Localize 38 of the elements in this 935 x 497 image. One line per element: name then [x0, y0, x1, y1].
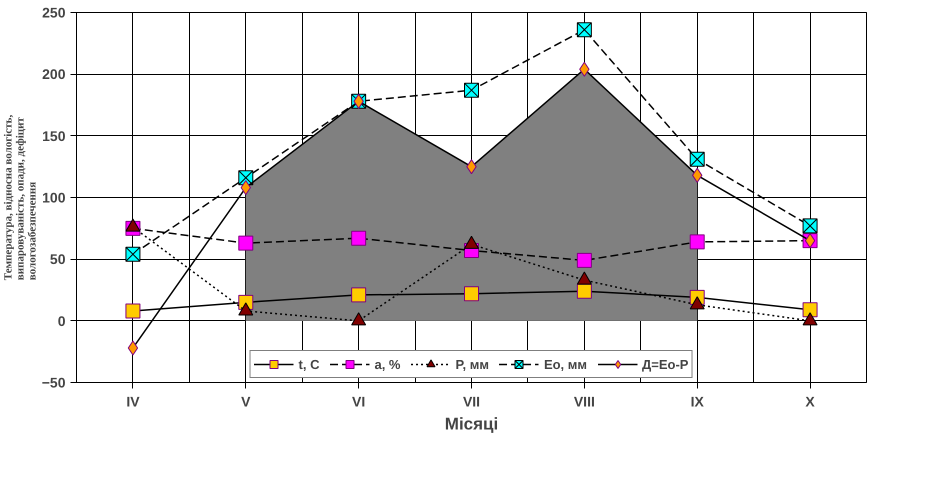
point: [128, 340, 138, 356]
point: [579, 62, 590, 77]
point: [690, 234, 705, 250]
legend-label: Eo, мм: [544, 356, 588, 372]
point: [238, 236, 254, 251]
y-axis-title: Температура, відносна вологість, випаровуваність, опади, дефіцит вологозабезпечення: [2, 114, 38, 280]
point: [464, 286, 479, 302]
x-tick-label: IX: [690, 394, 704, 410]
legend-label: a, %: [374, 356, 400, 372]
point: [125, 246, 140, 262]
legend-label: P, мм: [455, 356, 489, 372]
point: [690, 152, 705, 167]
y-tick-label: 0: [58, 312, 66, 329]
point: [351, 287, 366, 302]
y-tick-label: 200: [42, 66, 66, 82]
legend-label: t, C: [298, 356, 320, 372]
point: [351, 230, 366, 246]
point: [466, 159, 477, 174]
x-tick-label: V: [241, 394, 252, 410]
x-axis-title: Місяці: [444, 414, 498, 434]
point: [576, 22, 592, 38]
x-tick-label: X: [805, 394, 816, 410]
x-tick-label: VIII: [574, 394, 595, 410]
point: [576, 252, 592, 268]
y-tick-label: 50: [50, 251, 66, 268]
x-tick-label: VI: [352, 394, 366, 410]
point: [802, 302, 818, 318]
point: [576, 284, 592, 299]
y-tick-label: −50: [42, 374, 66, 390]
point: [802, 218, 818, 234]
y-tick-label: 150: [42, 128, 66, 144]
point: [125, 303, 140, 318]
x-tick-label: VII: [462, 394, 480, 410]
x-tick-label: IV: [126, 394, 140, 410]
legend-label: Д=Eo-P: [642, 356, 688, 372]
point: [464, 82, 479, 98]
y-tick-label: 250: [42, 4, 66, 20]
y-tick-label: 100: [42, 190, 66, 206]
